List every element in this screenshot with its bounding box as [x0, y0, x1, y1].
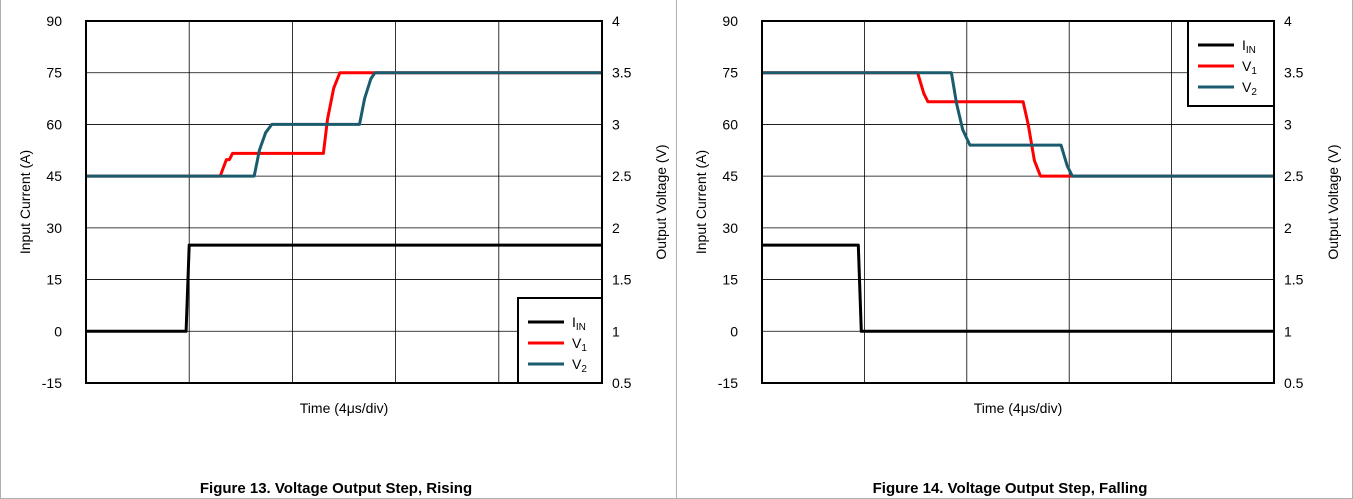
y-tick-label-right: 2 — [612, 220, 620, 236]
x-axis-label: Time (4μs/div) — [300, 400, 388, 416]
chart-figure-13: 90 75 60 45 30 15 0 -15 4 3.5 3 2.5 2 1.5 1 0.5 Input Cu… — [17, 13, 669, 497]
y-tick-label-left: 90 — [722, 13, 738, 29]
y-tick-label-left: 75 — [46, 65, 62, 81]
plot-frame — [761, 20, 1275, 384]
y-tick-label-right: 4 — [1284, 13, 1292, 29]
y-tick-label-right: 0.5 — [1284, 375, 1304, 391]
x-axis-label-mu: μ — [1021, 400, 1029, 416]
series-line-iin — [86, 243, 602, 333]
y-tick-label-right: 3.5 — [612, 65, 632, 81]
legend-label-main: I — [572, 314, 576, 330]
y-axis-label-right: Output Voltage (V) — [1325, 144, 1341, 259]
y-tick-label-left: 0 — [54, 323, 62, 339]
y-tick-label-right: 4 — [612, 13, 620, 29]
legend-label-iin: IIN — [572, 314, 586, 333]
x-axis-label-mu: μ — [347, 400, 355, 416]
x-axis-label-prefix: Time (4 — [300, 400, 347, 416]
y-tick-label-right: 1.5 — [1284, 272, 1304, 288]
legend-label-subscript: 2 — [581, 364, 587, 375]
legend-label-iin: IIN — [1242, 37, 1256, 56]
legend-box — [517, 297, 603, 384]
y-axis-label-right: Output Voltage (V) — [653, 144, 669, 259]
y-tick-label-right: 2 — [1284, 220, 1292, 236]
series-line-v2 — [762, 71, 1274, 178]
y-tick-label-left: 30 — [722, 220, 738, 236]
legend-label-v1: V1 — [1242, 58, 1257, 77]
y-tick-label-left: 60 — [46, 116, 62, 132]
legend-label-main: V — [1242, 79, 1252, 95]
y-tick-label-left: -15 — [42, 375, 62, 391]
legend-label-subscript: IN — [576, 322, 586, 333]
y-tick-label-left: 60 — [722, 116, 738, 132]
legend-label-v1: V1 — [572, 335, 587, 354]
series-line-v1 — [762, 71, 1274, 178]
legend-label-main: V — [1242, 58, 1252, 74]
y-tick-label-left: 0 — [730, 323, 738, 339]
figure-caption: Figure 14. Voltage Output Step, Falling — [873, 480, 1148, 497]
y-tick-label-left: 15 — [722, 272, 738, 288]
series-line-v2 — [86, 71, 602, 178]
y-tick-label-left: -15 — [718, 375, 738, 391]
y-tick-label-left: 75 — [722, 65, 738, 81]
figure-caption: Figure 13. Voltage Output Step, Rising — [200, 480, 472, 497]
y-tick-label-right: 2.5 — [612, 168, 632, 184]
y-axis-label-left: Input Current (A) — [17, 150, 33, 254]
y-axis-label-left: Input Current (A) — [693, 150, 709, 254]
legend-label-main: V — [572, 356, 582, 372]
y-tick-label-right: 3.5 — [1284, 65, 1304, 81]
series-line-v1 — [86, 71, 602, 178]
y-tick-label-left: 90 — [46, 13, 62, 29]
y-tick-label-left: 45 — [46, 168, 62, 184]
legend-label-v2: V2 — [572, 356, 587, 375]
legend-label-main: V — [572, 335, 582, 351]
y-tick-label-left: 45 — [722, 168, 738, 184]
y-tick-label-right: 1 — [612, 323, 620, 339]
x-axis-label-suffix: s/div) — [355, 400, 388, 416]
plot-area — [86, 21, 602, 383]
legend-box — [1187, 20, 1275, 107]
x-axis-label: Time (4μs/div) — [974, 400, 1062, 416]
plot-frame — [85, 20, 603, 384]
series-line-iin — [762, 243, 1274, 333]
legend-label-main: I — [1242, 37, 1246, 53]
y-tick-label-right: 0.5 — [612, 375, 632, 391]
legend-label-subscript: 2 — [1251, 87, 1257, 98]
y-tick-label-left: 30 — [46, 220, 62, 236]
x-axis-label-suffix: s/div) — [1029, 400, 1062, 416]
legend-label-subscript: 1 — [581, 343, 587, 354]
y-tick-label-right: 1 — [1284, 323, 1292, 339]
legend-label-subscript: 1 — [1251, 66, 1257, 77]
y-tick-label-right: 2.5 — [1284, 168, 1304, 184]
y-tick-label-right: 3 — [612, 116, 620, 132]
legend-label-subscript: IN — [1246, 45, 1256, 56]
chart-figure-14: 90 75 60 45 30 15 0 -15 4 3.5 3 2.5 2 1.5 1 0.5 Input Cu… — [693, 13, 1341, 497]
x-axis-label-prefix: Time (4 — [974, 400, 1021, 416]
y-tick-label-right: 3 — [1284, 116, 1292, 132]
y-tick-label-left: 15 — [46, 272, 62, 288]
y-tick-label-right: 1.5 — [612, 272, 632, 288]
legend-label-v2: V2 — [1242, 79, 1257, 98]
